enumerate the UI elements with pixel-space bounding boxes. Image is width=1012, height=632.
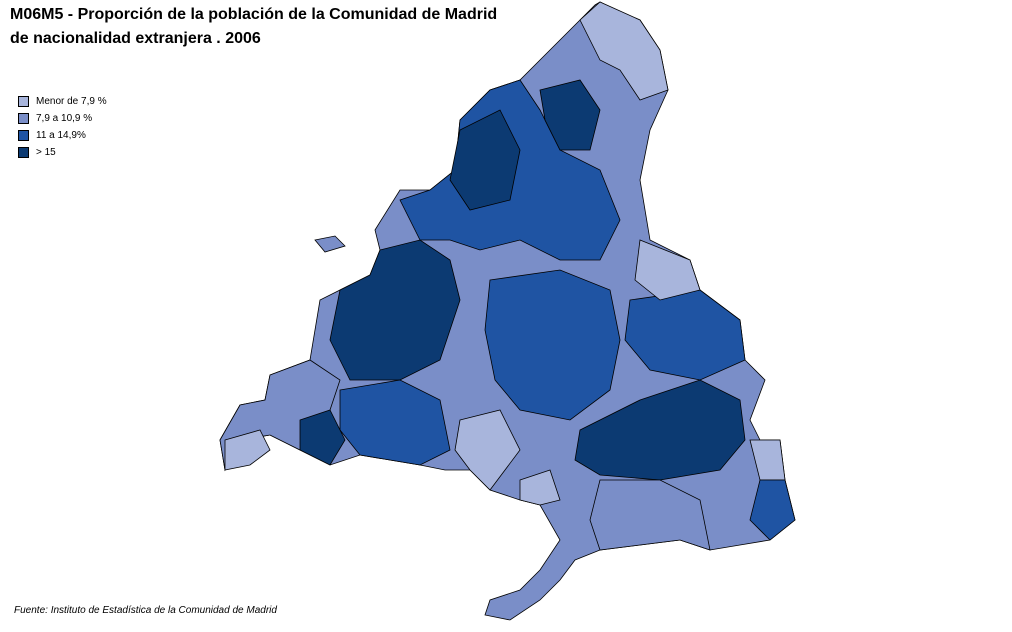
region (634, 239, 701, 301)
legend-swatch (18, 113, 29, 124)
title: M06M5 - Proporción de la población de la… (10, 6, 498, 23)
region (314, 235, 346, 253)
legend-label: > 15 (36, 147, 56, 158)
region (454, 409, 521, 491)
region (484, 269, 621, 421)
region (519, 469, 561, 506)
legend-label: 7,9 a 10,9 % (36, 113, 93, 124)
region (449, 109, 521, 211)
region (299, 409, 346, 466)
region (749, 479, 796, 541)
legend-label: 11 a 14,9% (36, 130, 86, 141)
source: Fuente: Instituto de Estadística de la C… (14, 605, 277, 616)
legend-swatch (18, 130, 29, 141)
title: de nacionalidad extranjera . 2006 (10, 30, 261, 47)
region (224, 429, 271, 471)
legend-item: 7,9 a 10,9 % (18, 110, 107, 127)
region (539, 79, 601, 151)
region (329, 239, 461, 381)
legend-label: Menor de 7,9 % (36, 96, 107, 107)
legend-swatch (18, 147, 29, 158)
region (339, 379, 451, 466)
region (579, 1, 669, 101)
legend-item: 11 a 14,9% (18, 127, 107, 144)
region (589, 479, 711, 551)
legend-item: > 15 (18, 144, 107, 161)
region (624, 289, 746, 381)
legend-swatch (18, 96, 29, 107)
legend: Menor de 7,9 % 7,9 a 10,9 % 11 a 14,9% > 15 (18, 93, 107, 161)
legend-item: Menor de 7,9 % (18, 93, 107, 110)
region (574, 379, 746, 481)
